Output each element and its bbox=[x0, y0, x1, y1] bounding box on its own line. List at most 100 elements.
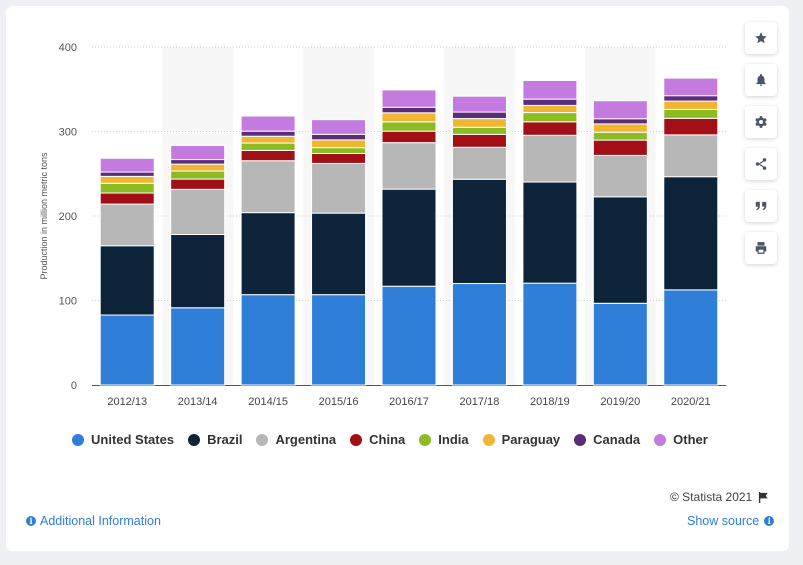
flag-icon[interactable] bbox=[758, 491, 769, 503]
legend-item-united-states[interactable]: United States bbox=[72, 432, 174, 447]
bar-segment-argentina[interactable] bbox=[170, 188, 226, 236]
bar-segment-argentina[interactable] bbox=[592, 154, 648, 198]
bar-segment-india[interactable] bbox=[170, 170, 226, 180]
legend-marker bbox=[256, 433, 269, 446]
favorite-button[interactable] bbox=[745, 22, 777, 54]
bar-segment-china[interactable] bbox=[99, 192, 155, 205]
legend-item-canada[interactable]: Canada bbox=[574, 432, 640, 447]
bar-segment-united-states[interactable] bbox=[663, 289, 719, 386]
bar-segment-india[interactable] bbox=[99, 182, 155, 194]
show-source-label: Show source bbox=[687, 514, 760, 528]
bar-segment-india[interactable] bbox=[240, 142, 296, 151]
bar-segment-canada[interactable] bbox=[522, 98, 578, 106]
bar-segment-other[interactable] bbox=[451, 95, 507, 113]
legend-item-paraguay[interactable]: Paraguay bbox=[482, 432, 561, 447]
bar-segment-united-states[interactable] bbox=[240, 294, 296, 386]
bar-segment-india[interactable] bbox=[592, 131, 648, 141]
bar-segment-china[interactable] bbox=[592, 139, 648, 156]
bar-segment-other[interactable] bbox=[311, 119, 367, 135]
bar-segment-brazil[interactable] bbox=[522, 181, 578, 284]
bar-segment-argentina[interactable] bbox=[381, 142, 437, 190]
bar-segment-china[interactable] bbox=[522, 121, 578, 136]
bar-segment-india[interactable] bbox=[311, 147, 367, 154]
legend-item-other[interactable]: Other bbox=[654, 432, 708, 447]
bar-segment-canada[interactable] bbox=[99, 171, 155, 177]
bar-segment-brazil[interactable] bbox=[381, 188, 437, 287]
legend-item-argentina[interactable]: Argentina bbox=[256, 432, 336, 447]
bar-segment-canada[interactable] bbox=[592, 118, 648, 125]
bar-segment-canada[interactable] bbox=[311, 133, 367, 141]
legend-label: Paraguay bbox=[501, 432, 561, 447]
bar-segment-india[interactable] bbox=[522, 112, 578, 123]
bar-segment-china[interactable] bbox=[240, 149, 296, 162]
bar-segment-united-states[interactable] bbox=[592, 302, 648, 386]
bar-segment-brazil[interactable] bbox=[451, 178, 507, 285]
bar-segment-brazil[interactable] bbox=[170, 234, 226, 309]
bar-segment-brazil[interactable] bbox=[311, 212, 367, 296]
bar-segment-china[interactable] bbox=[311, 152, 367, 164]
bar-segment-paraguay[interactable] bbox=[522, 104, 578, 114]
bar-segment-brazil[interactable] bbox=[663, 176, 719, 291]
bar-segment-brazil[interactable] bbox=[592, 196, 648, 304]
bar-segment-paraguay[interactable] bbox=[592, 123, 648, 133]
bar-segment-argentina[interactable] bbox=[99, 203, 155, 247]
x-tick-label: 2013/14 bbox=[178, 396, 218, 408]
bar-segment-other[interactable] bbox=[663, 77, 719, 97]
bar-segment-canada[interactable] bbox=[663, 95, 719, 102]
bar-segment-other[interactable] bbox=[99, 157, 155, 173]
settings-button[interactable] bbox=[745, 106, 777, 138]
bar-segment-india[interactable] bbox=[663, 108, 719, 119]
bar-segment-united-states[interactable] bbox=[311, 294, 367, 386]
bar-segment-united-states[interactable] bbox=[381, 285, 437, 386]
bar-segment-paraguay[interactable] bbox=[170, 163, 226, 172]
bar-segment-canada[interactable] bbox=[381, 106, 437, 114]
bar-segment-canada[interactable] bbox=[240, 130, 296, 137]
share-icon bbox=[755, 158, 767, 170]
notification-button[interactable] bbox=[745, 64, 777, 96]
bar-segment-brazil[interactable] bbox=[240, 212, 296, 296]
show-source-link[interactable]: Show source i bbox=[687, 514, 775, 528]
bar-segment-brazil[interactable] bbox=[99, 245, 155, 316]
x-tick-label: 2019/20 bbox=[600, 396, 640, 408]
bar-segment-paraguay[interactable] bbox=[451, 118, 507, 128]
legend-item-brazil[interactable]: Brazil bbox=[188, 432, 242, 447]
bar-segment-united-states[interactable] bbox=[522, 282, 578, 386]
bar-segment-china[interactable] bbox=[170, 178, 226, 190]
bar-segment-argentina[interactable] bbox=[663, 134, 719, 178]
share-button[interactable] bbox=[745, 148, 777, 180]
bar-segment-united-states[interactable] bbox=[451, 283, 507, 386]
bar-segment-paraguay[interactable] bbox=[381, 112, 437, 123]
legend-label: Canada bbox=[593, 432, 641, 447]
bar-segment-argentina[interactable] bbox=[240, 160, 296, 214]
legend-item-china[interactable]: China bbox=[350, 432, 405, 447]
bar-segment-paraguay[interactable] bbox=[240, 135, 296, 144]
bar-segment-other[interactable] bbox=[592, 100, 648, 120]
bar-segment-paraguay[interactable] bbox=[311, 139, 367, 149]
bar-segment-china[interactable] bbox=[451, 133, 507, 148]
toolbar bbox=[745, 22, 777, 274]
bar-segment-canada[interactable] bbox=[170, 159, 226, 165]
bar-segment-china[interactable] bbox=[663, 117, 719, 136]
bar-segment-united-states[interactable] bbox=[170, 307, 226, 386]
print-button[interactable] bbox=[745, 232, 777, 264]
copyright: © Statista 2021 bbox=[670, 490, 769, 504]
additional-information-link[interactable]: i Additional Information bbox=[26, 514, 161, 528]
bar-segment-united-states[interactable] bbox=[99, 314, 155, 386]
bar-segment-paraguay[interactable] bbox=[99, 175, 155, 184]
bar-segment-india[interactable] bbox=[451, 126, 507, 135]
print-icon bbox=[755, 242, 767, 254]
y-tick-label: 100 bbox=[59, 296, 77, 308]
bar-segment-canada[interactable] bbox=[451, 111, 507, 120]
bar-segment-paraguay[interactable] bbox=[663, 100, 719, 110]
cite-button[interactable] bbox=[745, 190, 777, 222]
bar-segment-other[interactable] bbox=[240, 115, 296, 132]
bar-segment-india[interactable] bbox=[381, 121, 437, 132]
bar-segment-other[interactable] bbox=[522, 79, 578, 100]
bar-segment-china[interactable] bbox=[381, 130, 437, 144]
bar-segment-argentina[interactable] bbox=[451, 146, 507, 180]
bar-segment-argentina[interactable] bbox=[311, 162, 367, 214]
legend-item-india[interactable]: India bbox=[419, 432, 469, 447]
bar-segment-argentina[interactable] bbox=[522, 134, 578, 183]
bar-segment-other[interactable] bbox=[381, 89, 437, 108]
bar-segment-other[interactable] bbox=[170, 144, 226, 161]
